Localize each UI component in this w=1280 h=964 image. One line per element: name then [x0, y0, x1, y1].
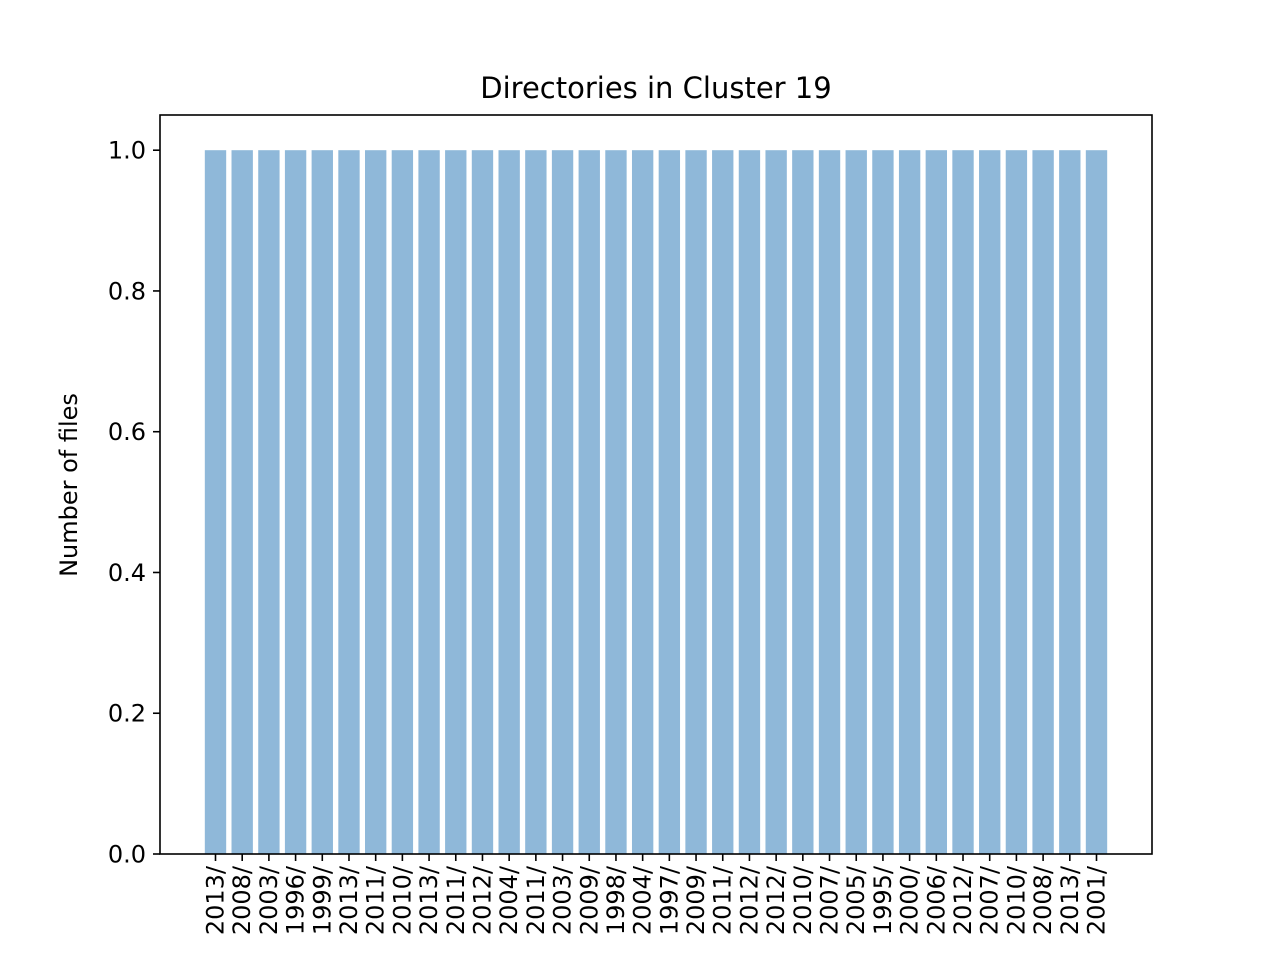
- x-tick-label: 2007/: [976, 865, 1004, 935]
- bar: [258, 150, 280, 854]
- bar: [391, 150, 414, 854]
- bar: [578, 150, 600, 854]
- y-tick-label: 1.0: [108, 137, 146, 165]
- x-tick-label: 1999/: [308, 865, 336, 935]
- bar: [284, 150, 307, 854]
- bar: [338, 150, 360, 854]
- x-tick-label: 2001/: [1083, 865, 1111, 935]
- x-tick-label: 2009/: [575, 865, 603, 935]
- bar: [658, 150, 681, 854]
- bar: [1085, 150, 1108, 854]
- x-tick-label: 2000/: [896, 865, 924, 935]
- x-tick-label: 2010/: [388, 865, 416, 935]
- bar: [525, 150, 547, 854]
- x-tick-label: 2004/: [495, 865, 523, 935]
- x-tick-label: 1998/: [602, 865, 630, 935]
- bar: [1059, 150, 1081, 854]
- x-tick-label: 2006/: [922, 865, 950, 935]
- y-axis-ticks: 0.0 0.2 0.4 0.6 0.8 1.0: [108, 137, 160, 869]
- bar: [1005, 150, 1028, 854]
- bar: [738, 150, 761, 854]
- bar: [631, 150, 654, 854]
- bar: [418, 150, 440, 854]
- x-tick-label: 2010/: [1002, 865, 1030, 935]
- x-axis-ticks: 2013/2008/2003/1996/1999/2013/2011/2010/…: [202, 854, 1111, 935]
- x-tick-label: 2004/: [629, 865, 657, 935]
- x-tick-label: 2003/: [255, 865, 283, 935]
- y-tick-label: 0.6: [108, 418, 146, 446]
- bar: [445, 150, 467, 854]
- bar: [765, 150, 787, 854]
- x-tick-label: 2003/: [549, 865, 577, 935]
- bar: [872, 150, 894, 854]
- bar: [712, 150, 734, 854]
- bar: [1032, 150, 1054, 854]
- bar: [792, 150, 814, 854]
- x-tick-label: 2011/: [362, 865, 390, 935]
- bar: [605, 150, 627, 854]
- x-tick-label: 2007/: [816, 865, 844, 935]
- plot-area-frame: [159, 114, 1153, 855]
- x-tick-label: 2013/: [1056, 865, 1084, 935]
- x-tick-label: 2013/: [202, 865, 230, 935]
- y-tick-label: 0.4: [108, 559, 146, 587]
- bar: [685, 150, 707, 854]
- bar: [311, 150, 333, 854]
- x-tick-label: 2012/: [735, 865, 763, 935]
- x-tick-label: 2011/: [442, 865, 470, 935]
- x-tick-label: 2011/: [709, 865, 737, 935]
- bar: [231, 150, 253, 854]
- x-tick-label: 2012/: [762, 865, 790, 935]
- x-tick-label: 2012/: [468, 865, 496, 935]
- x-tick-label: 2010/: [789, 865, 817, 935]
- bar: [979, 150, 1001, 854]
- bar: [818, 150, 841, 854]
- y-tick-label: 0.2: [108, 700, 146, 728]
- y-tick-label: 0.0: [108, 841, 146, 869]
- bar: [204, 150, 227, 854]
- y-axis-label: Number of files: [55, 393, 83, 577]
- x-tick-label: 2011/: [522, 865, 550, 935]
- x-tick-label: 2008/: [228, 865, 256, 935]
- x-tick-label: 2013/: [335, 865, 363, 935]
- y-tick-label: 0.8: [108, 277, 146, 305]
- x-tick-label: 2008/: [1029, 865, 1057, 935]
- x-tick-label: 1997/: [655, 865, 683, 935]
- chart-title: Directories in Cluster 19: [480, 71, 831, 105]
- bar: [845, 150, 867, 854]
- bar: [471, 150, 494, 854]
- bar: [925, 150, 947, 854]
- x-tick-label: 1995/: [869, 865, 897, 935]
- x-tick-label: 2013/: [415, 865, 443, 935]
- bars-group: [204, 150, 1108, 854]
- x-tick-label: 2012/: [949, 865, 977, 935]
- bar: [952, 150, 974, 854]
- x-tick-label: 1996/: [282, 865, 310, 935]
- bar: [551, 150, 574, 854]
- bar: [365, 150, 387, 854]
- x-tick-label: 2009/: [682, 865, 710, 935]
- x-tick-label: 2005/: [842, 865, 870, 935]
- bar: [498, 150, 520, 854]
- bar: [898, 150, 921, 854]
